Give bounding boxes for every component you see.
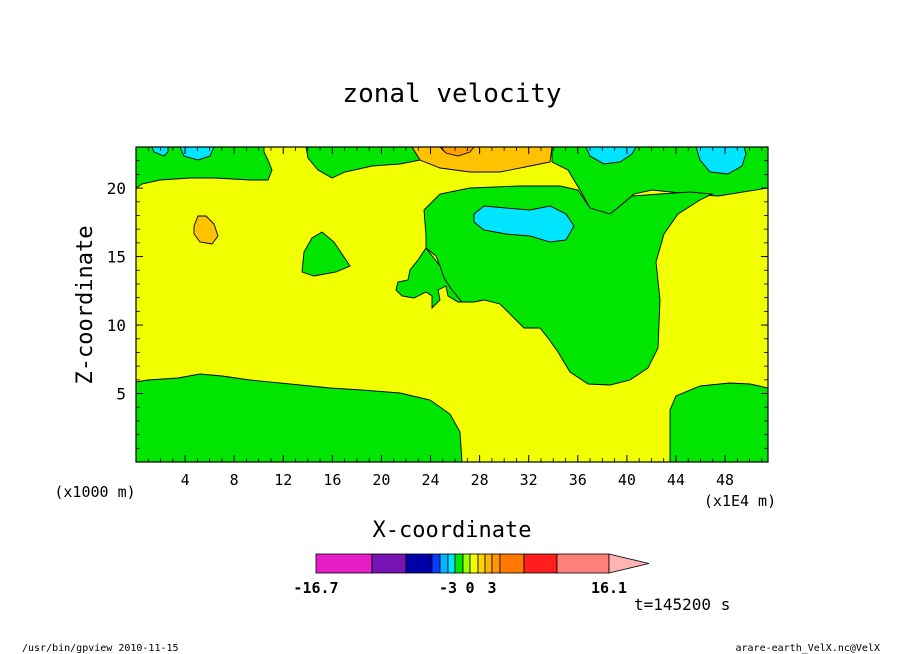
- footer-left: /usr/bin/gpview 2010-11-15: [22, 643, 179, 654]
- y-axis-label: Z-coordinate: [73, 226, 98, 385]
- region-orange-left-blob: [193, 215, 219, 245]
- colorbar-segment: [523, 553, 558, 574]
- x-tick-label: 44: [667, 471, 685, 489]
- colorbar-segment: [447, 553, 456, 574]
- y-axis-ticks: 5 10 15 20: [107, 146, 768, 449]
- x-tick-label: 20: [372, 471, 390, 489]
- x-tick-label: 8: [230, 471, 239, 489]
- x-tick-label: 4: [181, 471, 190, 489]
- colorbar-segment: [462, 553, 471, 574]
- plot-frame: [135, 146, 769, 463]
- x-tick-label: 32: [520, 471, 538, 489]
- y-tick-label: 15: [107, 248, 126, 267]
- x-unit-right: (x1E4 m): [704, 492, 776, 510]
- x-tick-label: 36: [569, 471, 587, 489]
- contour-regions: [135, 146, 769, 463]
- y-tick-label: 20: [107, 179, 126, 198]
- colorbar-segment: [499, 553, 525, 574]
- colorbar-segment: [439, 553, 449, 574]
- colorbar-segment: [315, 553, 373, 574]
- x-tick-label: 28: [471, 471, 489, 489]
- colorbar-segment: [491, 553, 501, 574]
- region-green-bottom-right: [669, 382, 769, 463]
- colorbar-segment: [371, 553, 407, 574]
- colorbar-tick-label: 3: [487, 579, 496, 597]
- colorbar-segment: [405, 553, 433, 574]
- footer-right: arare-earth_VelX.nc@VelX: [736, 643, 881, 654]
- colorbar-tick-label: -16.7: [293, 579, 338, 597]
- x-tick-label: 24: [421, 471, 439, 489]
- region-green-bottom-left: [135, 373, 463, 463]
- colorbar-segment: [484, 553, 493, 574]
- region-green-center-protrusion: [395, 247, 474, 310]
- colorbar-segment: [431, 553, 441, 574]
- x-tick-label: 40: [618, 471, 636, 489]
- time-annotation: t=145200 s: [634, 595, 730, 614]
- colorbar-tick-label: -3: [439, 579, 457, 597]
- y-tick-label: 5: [116, 385, 126, 404]
- colorbar-tick-label: 0: [465, 579, 474, 597]
- region-green-small-triangle: [301, 231, 351, 277]
- region-cyan-top-right-2: [695, 146, 747, 175]
- colorbar-segment: [469, 553, 479, 574]
- colorbar-segment: [454, 553, 464, 574]
- x-axis-label: X-coordinate: [373, 518, 532, 543]
- colorbar-extend-arrow: [608, 553, 650, 574]
- colorbar-segment: [477, 553, 486, 574]
- colorbar-tick-label: 16.1: [591, 579, 627, 597]
- region-cyan-center: [473, 205, 575, 243]
- x-tick-label: 16: [323, 471, 341, 489]
- colorbar: -16.7 -3 0 3 16.1: [293, 553, 650, 597]
- y-tick-label: 10: [107, 316, 126, 335]
- chart-title: zonal velocity: [342, 79, 561, 109]
- colorbar-segment: [556, 553, 610, 574]
- x-axis-ticks: 4 8 12 16 20 24 28 32 36 40 44 48: [147, 147, 763, 489]
- x-tick-label: 12: [274, 471, 292, 489]
- x-unit-left: (x1000 m): [54, 483, 135, 501]
- x-tick-label: 48: [716, 471, 734, 489]
